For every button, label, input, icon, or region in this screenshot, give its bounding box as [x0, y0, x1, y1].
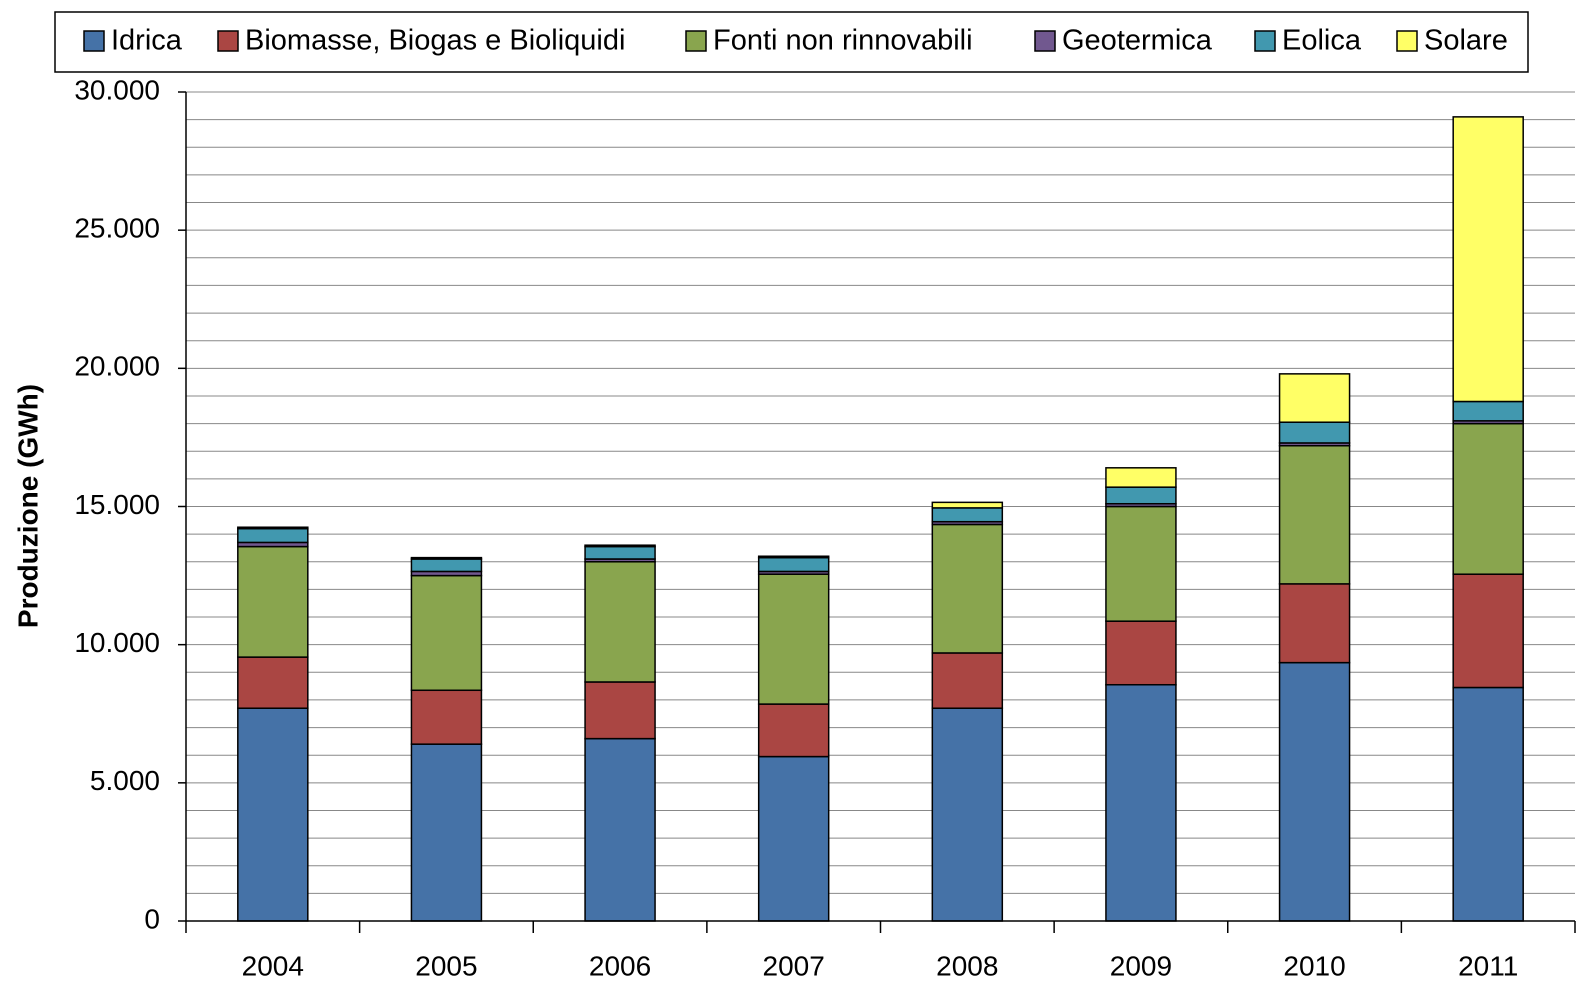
legend-label: Fonti non rinnovabili [713, 25, 973, 57]
y-axis-label: Produzione (GWh) [12, 384, 43, 628]
bar-segment [410, 574, 483, 692]
x-tick-label: 2005 [415, 950, 477, 981]
bar-segment [237, 707, 309, 922]
bar-segment [1105, 486, 1177, 505]
y-tick-label: 25.000 [74, 213, 160, 244]
bar-segment [584, 737, 656, 922]
bar-segment [1452, 573, 1524, 689]
bar-segment [584, 561, 656, 683]
legend-label: Geotermica [1062, 25, 1213, 57]
bar-segment [237, 526, 309, 530]
bar-segment [237, 656, 309, 709]
bar-segment [1452, 422, 1524, 575]
legend-label: Idrica [111, 25, 183, 57]
bar-segment [410, 558, 483, 573]
bar-segment [1452, 400, 1524, 422]
legend-label: Biomasse, Biogas e Bioliquidi [245, 25, 625, 57]
legend-swatch [1396, 30, 1418, 52]
bar-segment [1452, 686, 1524, 922]
y-tick-label: 5.000 [90, 765, 160, 796]
bar-segment [1278, 583, 1351, 664]
bar-segment [410, 556, 483, 560]
y-tick-label: 20.000 [74, 351, 160, 382]
legend-label: Solare [1424, 25, 1508, 57]
bar-segment [757, 703, 830, 758]
y-tick-label: 15.000 [74, 489, 160, 520]
x-tick-label: 2006 [589, 950, 651, 981]
bar-segment [410, 689, 483, 745]
y-tick-label: 0 [144, 903, 160, 934]
bar-segment [584, 681, 656, 740]
bar-segment [931, 507, 1004, 523]
legend-swatch [1254, 30, 1276, 52]
bar-segment [1452, 116, 1524, 403]
legend-swatch [83, 30, 105, 52]
x-tick-label: 2007 [763, 950, 825, 981]
bar-segment [931, 523, 1004, 654]
bar-segment [757, 555, 830, 559]
legend-label: Eolica [1282, 25, 1362, 57]
bar-segment [1105, 467, 1177, 488]
bar-segment [757, 556, 830, 573]
bar-segment [584, 544, 656, 548]
bar-segment [931, 652, 1004, 709]
x-tick-label: 2011 [1458, 950, 1518, 981]
bar-segment [237, 545, 309, 658]
x-tick-label: 2004 [242, 950, 304, 981]
bar-segment [1278, 373, 1351, 423]
bar-segment [1278, 661, 1351, 922]
bar-segment [237, 527, 309, 544]
bar-segment [584, 545, 656, 560]
x-tick-label: 2009 [1110, 950, 1172, 981]
bar-segment [1105, 620, 1177, 686]
x-tick-label: 2008 [936, 950, 998, 981]
bar-segment [1278, 421, 1351, 444]
legend-box [54, 11, 1529, 73]
legend-swatch [1034, 30, 1056, 52]
bar-segment [931, 707, 1004, 922]
y-tick-label: 10.000 [74, 627, 160, 658]
bar-segment [410, 743, 483, 922]
bar-segment [1278, 444, 1351, 585]
bar-segment [757, 755, 830, 922]
y-tick-label: 30.000 [74, 74, 160, 105]
bar-segment [931, 501, 1004, 509]
bar-segment [1105, 683, 1177, 922]
x-tick-label: 2010 [1283, 950, 1345, 981]
legend-swatch [685, 30, 707, 52]
bar-segment [1105, 505, 1177, 622]
bar-segment [757, 573, 830, 705]
legend-swatch [217, 30, 239, 52]
